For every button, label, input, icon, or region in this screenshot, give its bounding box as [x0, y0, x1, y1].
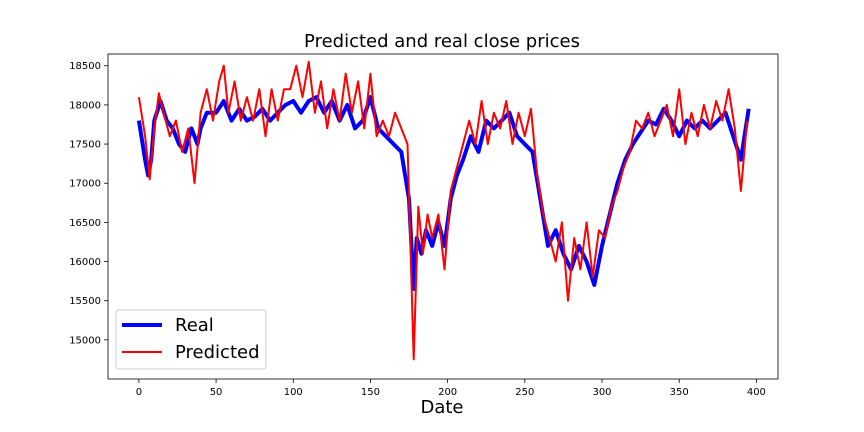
chart-title: Predicted and real close prices — [304, 31, 580, 52]
y-axis-ticks: 15000 15500 16000 16500 17000 17500 18000 18500 — [69, 61, 108, 346]
x-tick-label: 400 — [747, 387, 766, 398]
x-tick-label: 0 — [136, 387, 142, 398]
x-tick-label: 300 — [592, 387, 611, 398]
y-tick-label: 15500 — [69, 296, 101, 307]
x-tick-label: 50 — [210, 387, 223, 398]
y-tick-label: 17500 — [69, 140, 101, 151]
y-tick-label: 15000 — [69, 335, 101, 346]
series-line-predicted — [137, 60, 749, 361]
x-tick-label: 350 — [670, 387, 689, 398]
y-tick-label: 18000 — [69, 100, 101, 111]
y-tick-label: 16500 — [69, 218, 101, 229]
plot-frame — [107, 53, 779, 380]
x-tick-label: 100 — [284, 387, 303, 398]
y-tick-label: 16000 — [69, 257, 101, 268]
x-tick-label: 150 — [361, 387, 380, 398]
y-tick-label: 18500 — [69, 61, 101, 72]
x-tick-label: 200 — [438, 387, 457, 398]
y-tick-label: 17000 — [69, 179, 101, 190]
x-axis-label: Date — [420, 397, 463, 418]
legend: Real Predicted — [115, 309, 267, 370]
series-lines — [136, 60, 751, 361]
x-tick-label: 250 — [515, 387, 534, 398]
legend-label-real: Real — [175, 315, 214, 336]
legend-label-predicted: Predicted — [175, 342, 260, 363]
x-axis-ticks: 0 50 100 150 200 250 300 350 400 — [136, 379, 766, 398]
